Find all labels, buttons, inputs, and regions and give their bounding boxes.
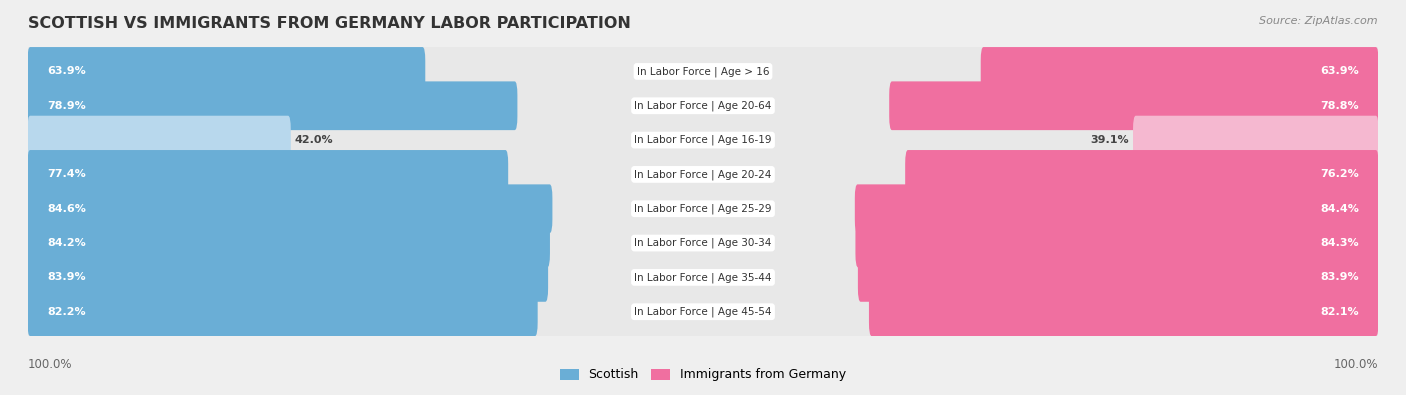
FancyBboxPatch shape <box>905 150 1378 199</box>
FancyBboxPatch shape <box>27 171 1379 246</box>
FancyBboxPatch shape <box>869 287 1378 336</box>
Text: 83.9%: 83.9% <box>46 273 86 282</box>
FancyBboxPatch shape <box>28 219 550 267</box>
Text: 78.9%: 78.9% <box>46 101 86 111</box>
FancyBboxPatch shape <box>27 34 1379 109</box>
Text: 83.9%: 83.9% <box>1320 273 1360 282</box>
FancyBboxPatch shape <box>855 184 1378 233</box>
FancyBboxPatch shape <box>981 47 1378 96</box>
FancyBboxPatch shape <box>28 150 508 199</box>
FancyBboxPatch shape <box>1133 116 1378 164</box>
FancyBboxPatch shape <box>28 116 291 164</box>
Text: SCOTTISH VS IMMIGRANTS FROM GERMANY LABOR PARTICIPATION: SCOTTISH VS IMMIGRANTS FROM GERMANY LABO… <box>28 16 631 31</box>
Text: 100.0%: 100.0% <box>1333 358 1378 371</box>
FancyBboxPatch shape <box>27 275 1379 349</box>
Text: In Labor Force | Age 45-54: In Labor Force | Age 45-54 <box>634 307 772 317</box>
Text: In Labor Force | Age 35-44: In Labor Force | Age 35-44 <box>634 272 772 283</box>
Text: 77.4%: 77.4% <box>46 169 86 179</box>
Text: 39.1%: 39.1% <box>1090 135 1129 145</box>
Text: 84.2%: 84.2% <box>46 238 86 248</box>
FancyBboxPatch shape <box>855 219 1378 267</box>
FancyBboxPatch shape <box>28 253 548 302</box>
FancyBboxPatch shape <box>27 206 1379 280</box>
Text: 82.1%: 82.1% <box>1320 307 1360 317</box>
FancyBboxPatch shape <box>27 103 1379 177</box>
Text: In Labor Force | Age 20-24: In Labor Force | Age 20-24 <box>634 169 772 180</box>
Text: 63.9%: 63.9% <box>1320 66 1360 76</box>
Legend: Scottish, Immigrants from Germany: Scottish, Immigrants from Germany <box>560 369 846 382</box>
Text: In Labor Force | Age 25-29: In Labor Force | Age 25-29 <box>634 203 772 214</box>
FancyBboxPatch shape <box>28 184 553 233</box>
Text: 82.2%: 82.2% <box>46 307 86 317</box>
Text: In Labor Force | Age > 16: In Labor Force | Age > 16 <box>637 66 769 77</box>
FancyBboxPatch shape <box>28 81 517 130</box>
Text: 84.4%: 84.4% <box>1320 204 1360 214</box>
Text: In Labor Force | Age 20-64: In Labor Force | Age 20-64 <box>634 100 772 111</box>
Text: In Labor Force | Age 30-34: In Labor Force | Age 30-34 <box>634 238 772 248</box>
Text: Source: ZipAtlas.com: Source: ZipAtlas.com <box>1260 16 1378 26</box>
Text: 76.2%: 76.2% <box>1320 169 1360 179</box>
Text: In Labor Force | Age 16-19: In Labor Force | Age 16-19 <box>634 135 772 145</box>
FancyBboxPatch shape <box>28 47 425 96</box>
FancyBboxPatch shape <box>27 137 1379 212</box>
FancyBboxPatch shape <box>858 253 1378 302</box>
Text: 84.6%: 84.6% <box>46 204 86 214</box>
Text: 100.0%: 100.0% <box>28 358 73 371</box>
FancyBboxPatch shape <box>27 68 1379 143</box>
Text: 63.9%: 63.9% <box>46 66 86 76</box>
Text: 84.3%: 84.3% <box>1320 238 1360 248</box>
FancyBboxPatch shape <box>889 81 1378 130</box>
FancyBboxPatch shape <box>27 240 1379 315</box>
Text: 42.0%: 42.0% <box>295 135 333 145</box>
FancyBboxPatch shape <box>28 287 537 336</box>
Text: 78.8%: 78.8% <box>1320 101 1360 111</box>
